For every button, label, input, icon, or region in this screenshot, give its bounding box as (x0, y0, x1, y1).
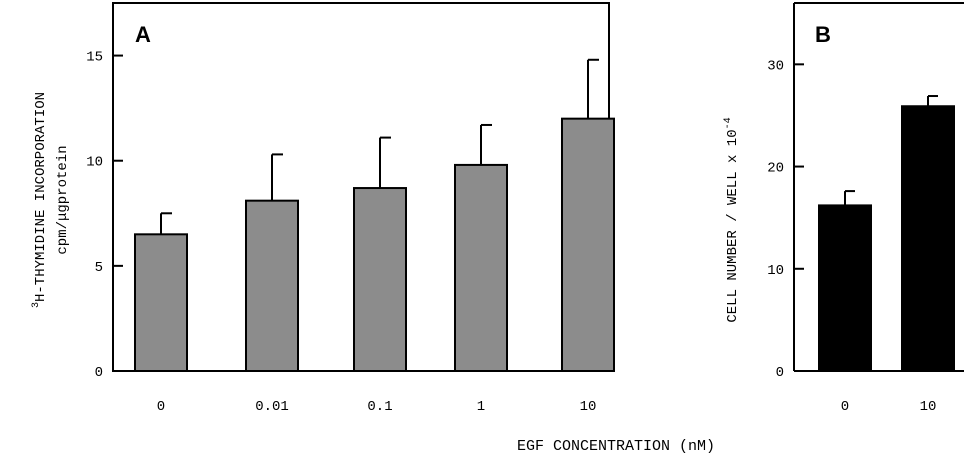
panel-b-ylabel: CELL NUMBER / WELL x 10-4 (723, 117, 741, 322)
panel-a-ytick-label-2: 10 (86, 155, 103, 171)
panel-a-chart: A 0 5 10 15 0 0.01 0.1 1 10 3H-THYMIDINE INCORP… (31, 2, 615, 415)
panel-b-bar-0 (818, 204, 872, 372)
panel-b-ytick-label-3: 30 (767, 58, 784, 74)
panel-b-chart: B 0 10 20 30 0 10 CELL NUMBER / WELL x 10-4 (723, 2, 964, 415)
panel-a-ytick-label-3: 15 (86, 50, 103, 66)
panel-b-ytick-label-1: 10 (767, 263, 784, 279)
panel-a-xtick-label-4: 10 (580, 399, 597, 415)
panel-b-letter: B (815, 22, 831, 47)
panel-a-ytick-label-0: 0 (95, 365, 103, 381)
panel-a-bar-4 (561, 117, 615, 372)
panel-a-ylabel-line2: cpm/μgprotein (55, 145, 71, 254)
panel-a-bar-0 (134, 233, 188, 372)
panel-a-ytick-label-1: 5 (95, 260, 103, 276)
panel-a-xtick-label-1: 0.01 (255, 399, 289, 415)
panel-b-xtick-label-1: 10 (920, 399, 937, 415)
panel-a-xtick-label-3: 1 (477, 399, 485, 415)
panel-a-xtick-label-2: 0.1 (367, 399, 392, 415)
panel-a-ylabel-text: H-THYMIDINE INCORPORATION (33, 92, 49, 302)
panel-a-bar-1 (245, 199, 299, 372)
panel-b-ylabel-group: CELL NUMBER / WELL x 10-4 (723, 117, 741, 322)
panel-a-letter: A (135, 22, 151, 47)
panel-b-ytick-label-0: 0 (776, 365, 784, 381)
panel-a-ylabel-line1-group: 3H-THYMIDINE INCORPORATION (31, 92, 49, 308)
panel-a-xtick-label-0: 0 (157, 399, 165, 415)
panel-b-ytick-label-2: 20 (767, 161, 784, 177)
panel-a-ylabel-line2-group: cpm/μgprotein (55, 145, 71, 254)
shared-xlabel: EGF CONCENTRATION (nM) (517, 438, 715, 455)
panel-b-bar-1 (901, 105, 955, 372)
panel-a-bar-3 (454, 163, 508, 372)
panel-b-ylabel-text: CELL NUMBER / WELL x 10 (725, 129, 741, 322)
panel-a-bar-2 (353, 187, 407, 372)
panel-b-xtick-label-0: 0 (841, 399, 849, 415)
panel-a-ylabel-line1: 3H-THYMIDINE INCORPORATION (31, 92, 49, 308)
panel-a-ylabel-superscript: 3 (31, 302, 42, 308)
panel-b-ylabel-exponent: -4 (723, 117, 734, 129)
